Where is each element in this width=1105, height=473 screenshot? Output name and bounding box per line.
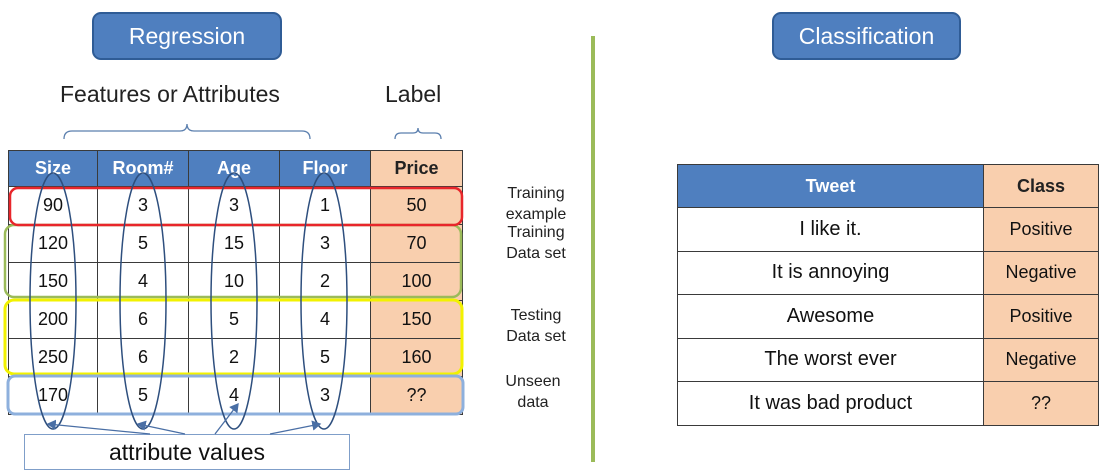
table-cell: 170 bbox=[8, 376, 98, 415]
note-training-example: Training example bbox=[500, 183, 572, 225]
note-unseen-data: Unseen data bbox=[497, 371, 569, 413]
table-cell: Awesome bbox=[677, 294, 984, 339]
regression-table: Size Room# Age Floor Price 90 3 3 1 50 1… bbox=[8, 150, 463, 415]
table-cell: 70 bbox=[370, 224, 463, 263]
table-cell: Negative bbox=[983, 250, 1099, 295]
table-cell: Positive bbox=[983, 207, 1099, 252]
table-row: It is annoying Negative bbox=[677, 250, 1099, 295]
note-line: Unseen bbox=[505, 373, 561, 390]
table-row: I like it. Positive bbox=[677, 207, 1099, 252]
table-cell: 160 bbox=[370, 338, 463, 377]
features-brace bbox=[63, 123, 311, 140]
attribute-values-box: attribute values bbox=[24, 434, 350, 470]
table-row: It was bad product ?? bbox=[677, 381, 1099, 426]
attribute-values-label: attribute values bbox=[109, 438, 265, 465]
table-cell: 5 bbox=[97, 224, 189, 263]
table-cell: The worst ever bbox=[677, 337, 984, 382]
table-row: 150 4 10 2 100 bbox=[8, 262, 463, 301]
table-row: 250 6 2 5 160 bbox=[8, 338, 463, 377]
table-cell: ?? bbox=[983, 381, 1099, 426]
table-cell: 3 bbox=[279, 224, 371, 263]
header-rooms: Room# bbox=[97, 150, 189, 187]
table-cell: It was bad product bbox=[677, 381, 984, 426]
table-cell: 6 bbox=[97, 300, 189, 339]
table-row: 200 6 5 4 150 bbox=[8, 300, 463, 339]
note-line: Data set bbox=[506, 245, 566, 262]
header-age: Age bbox=[188, 150, 280, 187]
table-cell: 5 bbox=[97, 376, 189, 415]
table-cell: 2 bbox=[188, 338, 280, 377]
table-cell: 150 bbox=[8, 262, 98, 301]
table-cell: ?? bbox=[370, 376, 463, 415]
table-cell: 2 bbox=[279, 262, 371, 301]
table-cell: 250 bbox=[8, 338, 98, 377]
table-row: 120 5 15 3 70 bbox=[8, 224, 463, 263]
label-caption: Label bbox=[385, 81, 442, 107]
table-cell: 4 bbox=[279, 300, 371, 339]
table-row: 170 5 4 3 ?? bbox=[8, 376, 463, 415]
classification-title: Classification bbox=[772, 12, 961, 60]
note-line: Training bbox=[507, 224, 565, 241]
header-price: Price bbox=[370, 150, 463, 187]
features-caption: Features or Attributes bbox=[60, 81, 280, 107]
arrow-rooms bbox=[136, 420, 186, 435]
arrow-size bbox=[46, 419, 151, 435]
table-cell: Positive bbox=[983, 294, 1099, 339]
table-row: Awesome Positive bbox=[677, 294, 1099, 339]
table-cell: 4 bbox=[188, 376, 280, 415]
regression-title: Regression bbox=[92, 12, 282, 60]
note-training-data-set: Training Data set bbox=[500, 222, 572, 264]
table-row: The worst ever Negative bbox=[677, 337, 1099, 382]
classification-header-row: Tweet Class bbox=[677, 164, 1099, 208]
table-cell: 3 bbox=[188, 186, 280, 225]
arrow-floor bbox=[269, 420, 322, 435]
table-cell: 90 bbox=[8, 186, 98, 225]
table-cell: 5 bbox=[188, 300, 280, 339]
table-cell: 3 bbox=[97, 186, 189, 225]
table-cell: 150 bbox=[370, 300, 463, 339]
table-cell: 200 bbox=[8, 300, 98, 339]
note-testing-data-set: Testing Data set bbox=[500, 305, 572, 347]
table-cell: It is annoying bbox=[677, 250, 984, 295]
table-cell: I like it. bbox=[677, 207, 984, 252]
note-line: example bbox=[505, 206, 567, 223]
regression-header-row: Size Room# Age Floor Price bbox=[8, 150, 463, 187]
table-row: 90 3 3 1 50 bbox=[8, 186, 463, 225]
table-cell: 6 bbox=[97, 338, 189, 377]
header-tweet: Tweet bbox=[677, 164, 984, 208]
table-cell: 5 bbox=[279, 338, 371, 377]
table-cell: 1 bbox=[279, 186, 371, 225]
header-floor: Floor bbox=[279, 150, 371, 187]
section-divider bbox=[591, 36, 595, 462]
table-cell: 120 bbox=[8, 224, 98, 263]
classification-table: Tweet Class I like it. Positive It is an… bbox=[677, 164, 1099, 426]
table-cell: 50 bbox=[370, 186, 463, 225]
note-line: Testing bbox=[510, 307, 562, 324]
table-cell: 100 bbox=[370, 262, 463, 301]
table-cell: 15 bbox=[188, 224, 280, 263]
table-cell: 10 bbox=[188, 262, 280, 301]
note-line: Data set bbox=[506, 328, 566, 345]
note-line: data bbox=[517, 394, 549, 411]
label-brace bbox=[394, 127, 442, 140]
table-cell: Negative bbox=[983, 337, 1099, 382]
note-line: Training bbox=[507, 185, 565, 202]
table-cell: 3 bbox=[279, 376, 371, 415]
header-class: Class bbox=[983, 164, 1099, 208]
header-size: Size bbox=[8, 150, 98, 187]
table-cell: 4 bbox=[97, 262, 189, 301]
